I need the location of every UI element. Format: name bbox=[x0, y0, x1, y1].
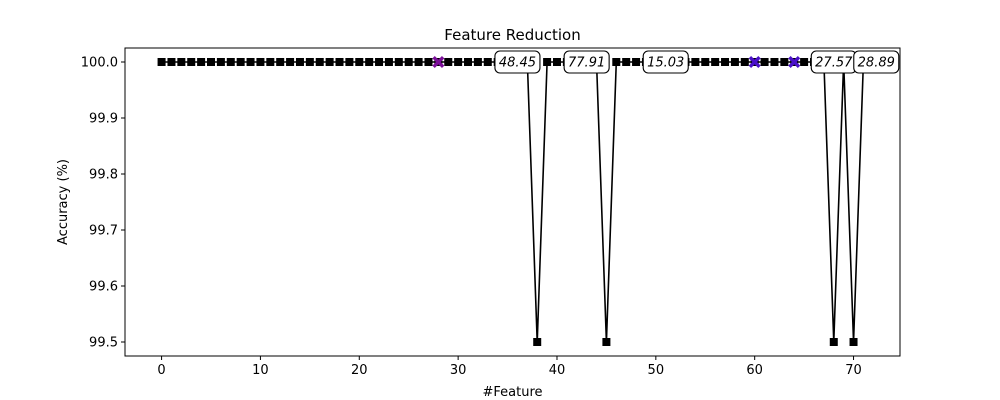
data-point bbox=[315, 58, 324, 66]
data-point bbox=[365, 58, 374, 66]
data-point bbox=[622, 58, 631, 66]
data-point bbox=[721, 58, 730, 66]
data-point bbox=[187, 58, 196, 66]
data-point bbox=[612, 58, 621, 66]
x-tick-label: 70 bbox=[845, 363, 862, 378]
x-tick-label: 10 bbox=[252, 363, 269, 378]
x-tick-label: 20 bbox=[351, 363, 368, 378]
annotation-label: 28.89 bbox=[858, 56, 895, 71]
x-tick-label: 60 bbox=[746, 363, 763, 378]
y-tick-label: 99.8 bbox=[89, 168, 118, 183]
y-tick-label: 99.5 bbox=[89, 336, 118, 351]
y-tick-label: 99.7 bbox=[89, 224, 118, 239]
data-point bbox=[444, 58, 453, 66]
highlight-marker bbox=[788, 56, 801, 68]
data-point bbox=[414, 58, 423, 66]
annotation-box bbox=[563, 50, 610, 74]
x-tick-label: 30 bbox=[450, 363, 467, 378]
annotation-label: 15.03 bbox=[647, 56, 684, 71]
data-point bbox=[533, 338, 542, 346]
data-point bbox=[266, 58, 275, 66]
data-point bbox=[740, 58, 749, 66]
data-point bbox=[849, 338, 858, 346]
y-tick-label: 99.6 bbox=[89, 280, 118, 295]
data-point bbox=[483, 58, 492, 66]
data-point bbox=[473, 58, 482, 66]
data-point bbox=[276, 58, 285, 66]
data-point bbox=[691, 58, 700, 66]
data-point bbox=[177, 58, 186, 66]
data-point bbox=[216, 58, 225, 66]
data-point bbox=[256, 58, 265, 66]
data-point bbox=[543, 58, 552, 66]
data-point bbox=[464, 58, 473, 66]
data-point bbox=[730, 58, 739, 66]
data-point bbox=[246, 58, 255, 66]
data-point bbox=[384, 58, 393, 66]
data-point bbox=[711, 58, 720, 66]
data-point bbox=[632, 58, 641, 66]
data-point bbox=[207, 58, 216, 66]
data-point bbox=[780, 58, 789, 66]
data-point bbox=[226, 58, 235, 66]
data-point bbox=[424, 58, 433, 66]
y-tick-label: 100.0 bbox=[81, 56, 118, 71]
data-point bbox=[157, 58, 166, 66]
y-tick-label: 99.9 bbox=[89, 112, 118, 127]
plot-frame bbox=[124, 47, 901, 357]
data-point bbox=[345, 58, 354, 66]
x-tick-label: 50 bbox=[648, 363, 665, 378]
data-point bbox=[167, 58, 176, 66]
data-point bbox=[770, 58, 779, 66]
data-point bbox=[305, 58, 314, 66]
highlight-marker bbox=[748, 56, 761, 68]
data-point bbox=[701, 58, 710, 66]
annotation-box bbox=[853, 50, 900, 74]
x-tick-label: 40 bbox=[549, 363, 566, 378]
annotation-label: 77.91 bbox=[568, 56, 605, 71]
data-point bbox=[800, 58, 809, 66]
data-point bbox=[552, 58, 561, 66]
data-point bbox=[375, 58, 384, 66]
data-point bbox=[295, 58, 304, 66]
data-point bbox=[394, 58, 403, 66]
data-point bbox=[197, 58, 206, 66]
data-point bbox=[355, 58, 364, 66]
data-point bbox=[454, 58, 463, 66]
data-point bbox=[404, 58, 413, 66]
data-point bbox=[760, 58, 769, 66]
y-axis-label: Accuracy (%) bbox=[56, 159, 71, 245]
data-point bbox=[829, 338, 838, 346]
x-axis-label: #Feature bbox=[482, 385, 542, 400]
data-point bbox=[286, 58, 295, 66]
annotation-label: 48.45 bbox=[499, 56, 536, 71]
data-point bbox=[335, 58, 344, 66]
annotation-box bbox=[494, 50, 541, 74]
data-point bbox=[602, 338, 611, 346]
annotation-label: 27.57 bbox=[815, 56, 853, 71]
highlight-marker bbox=[432, 56, 445, 68]
annotation-box bbox=[642, 50, 689, 74]
data-point bbox=[325, 58, 334, 66]
data-point bbox=[236, 58, 245, 66]
plot-area: 0 10 20 30 40 50 60 70 99.5 99.6 99.7 99.8 99.9 100.0… bbox=[81, 50, 900, 378]
x-tick-label: 0 bbox=[157, 363, 165, 378]
chart-title: Feature Reduction bbox=[444, 26, 580, 44]
